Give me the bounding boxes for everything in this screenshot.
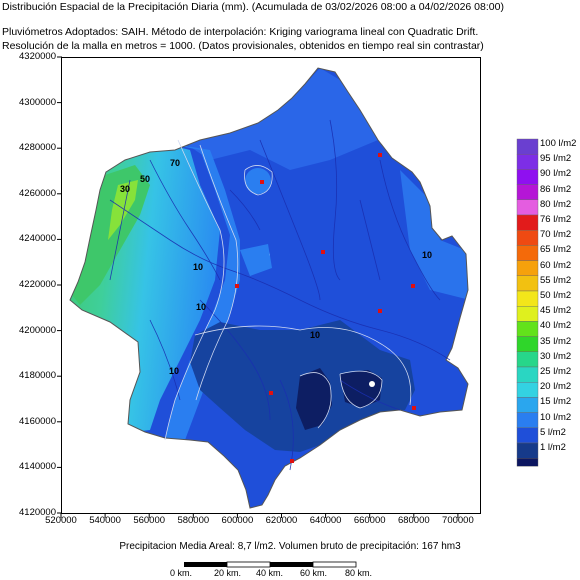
city-marker: [235, 284, 239, 288]
x-tick-label: 520000: [45, 515, 77, 526]
map-title: Distribución Espacial de la Precipitació…: [2, 1, 504, 13]
contour-lines: [164, 139, 412, 441]
scale-label: 80 km.: [345, 568, 373, 578]
legend-label: 15 l/m2: [540, 396, 572, 408]
city-markers: [235, 153, 416, 463]
legend-label: 95 l/m2: [540, 153, 572, 165]
legend-label: 60 l/m2: [540, 259, 572, 271]
contour-label: 10: [310, 330, 321, 340]
legend-label: 25 l/m2: [540, 366, 572, 377]
legend-label: 45 l/m2: [540, 305, 572, 317]
legend-swatch: [516, 153, 539, 170]
contour-label: 70: [170, 158, 181, 168]
legend-swatch: [516, 397, 539, 413]
city-marker: [378, 309, 382, 313]
legend-label: 76 l/m2: [540, 214, 572, 225]
legend-label: 5 l/m2: [540, 426, 566, 438]
city-marker: [269, 391, 273, 395]
x-tick-label: 580000: [177, 515, 210, 526]
x-tick-label: 680000: [397, 515, 430, 526]
legend-swatch: [516, 442, 539, 459]
legend-swatch: [516, 245, 539, 261]
legend-label: 100 l/m2: [540, 138, 577, 149]
legend-swatch-extra: [516, 458, 539, 467]
resolution-text: Resolución de la malla en metros = 1000.…: [2, 40, 484, 52]
contour-label: 10: [196, 302, 207, 312]
legend-swatch: [516, 199, 539, 216]
legend-swatch: [516, 412, 539, 429]
legend-label: 1 l/m2: [540, 442, 566, 453]
legend-swatch: [516, 260, 539, 277]
y-tick-label: 4220000: [19, 279, 56, 290]
legend-label: 55 l/m2: [540, 274, 572, 286]
city-marker: [321, 250, 325, 254]
contour-label: 30: [120, 184, 131, 194]
contour-label: 10: [169, 366, 180, 376]
legend-swatch: [516, 229, 539, 246]
legend-swatch: [516, 382, 539, 398]
legend-swatch: [516, 214, 539, 231]
x-tick-label: 560000: [133, 515, 166, 526]
legend-label: 30 l/m2: [540, 350, 572, 362]
city-marker: [290, 459, 294, 463]
method-text: Pluviómetros Adoptados: SAIH. Método de …: [2, 26, 479, 38]
scale-label: 60 km.: [300, 568, 328, 578]
city-marker: [412, 406, 416, 410]
legend-label: 70 l/m2: [540, 229, 572, 241]
legend-swatch: [516, 138, 539, 155]
scale-label: 20 km.: [214, 568, 242, 578]
x-tick-label: 660000: [353, 515, 386, 526]
legend: [516, 138, 539, 467]
y-tick-label: 4300000: [19, 96, 56, 108]
x-tick-label: 640000: [309, 515, 342, 526]
legend-label: 90 l/m2: [540, 168, 572, 180]
scale-bar: [184, 561, 357, 568]
legend-swatch: [516, 366, 539, 383]
legend-label: 35 l/m2: [540, 335, 572, 347]
legend-swatch: [516, 321, 539, 337]
x-tick-label: 620000: [265, 515, 298, 526]
legend-swatch: [516, 306, 539, 322]
x-tick-label: 700000: [442, 515, 474, 526]
contour-label: 10: [422, 250, 433, 260]
y-tick-label: 4320000: [19, 51, 56, 62]
legend-swatch: [516, 336, 539, 353]
contour-label: 10: [193, 262, 204, 272]
y-tick-label: 4260000: [19, 187, 56, 199]
areal-summary: Precipitacion Media Areal: 8,7 l/m2. Vol…: [119, 541, 461, 552]
legend-swatch: [516, 290, 539, 307]
y-tick-label: 4240000: [19, 233, 56, 245]
y-tick-label: 4280000: [19, 142, 56, 154]
legend-swatch: [516, 427, 539, 444]
city-marker: [378, 153, 382, 157]
city-marker: [411, 284, 415, 288]
legend-swatch: [516, 275, 539, 292]
scale-label: 0 km.: [170, 568, 193, 578]
legend-swatch: [516, 169, 539, 185]
x-tick-label: 540000: [89, 515, 121, 526]
y-tick-label: 4180000: [19, 370, 56, 382]
y-tick-label: 4140000: [19, 461, 56, 473]
contour-label: 50: [140, 174, 151, 184]
legend-label: 10 l/m2: [540, 411, 572, 423]
y-tick-label: 4120000: [19, 507, 56, 518]
legend-swatch: [516, 351, 539, 368]
y-tick-label: 4160000: [19, 415, 56, 427]
legend-label: 20 l/m2: [540, 381, 572, 393]
legend-label: 80 l/m2: [540, 198, 572, 210]
legend-label: 65 l/m2: [540, 244, 572, 256]
y-tick-label: 4200000: [19, 324, 56, 336]
x-tick-label: 600000: [221, 515, 254, 526]
city-marker: [260, 180, 264, 184]
legend-label: 50 l/m2: [540, 290, 572, 301]
legend-label: 86 l/m2: [540, 183, 572, 195]
legend-label: 40 l/m2: [540, 320, 572, 332]
scale-label: 40 km.: [256, 568, 284, 578]
legend-swatch: [516, 184, 539, 201]
